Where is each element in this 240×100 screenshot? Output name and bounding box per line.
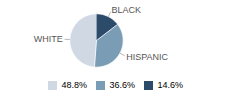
svg-text:HISPANIC: HISPANIC bbox=[126, 52, 168, 62]
html-text:14.6%: 14.6% bbox=[157, 80, 183, 90]
svg-text:WHITE: WHITE bbox=[34, 34, 63, 44]
svg-text:BLACK: BLACK bbox=[111, 5, 141, 15]
html-text:48.8%: 48.8% bbox=[61, 80, 87, 90]
html-text:36.6%: 36.6% bbox=[109, 80, 135, 90]
